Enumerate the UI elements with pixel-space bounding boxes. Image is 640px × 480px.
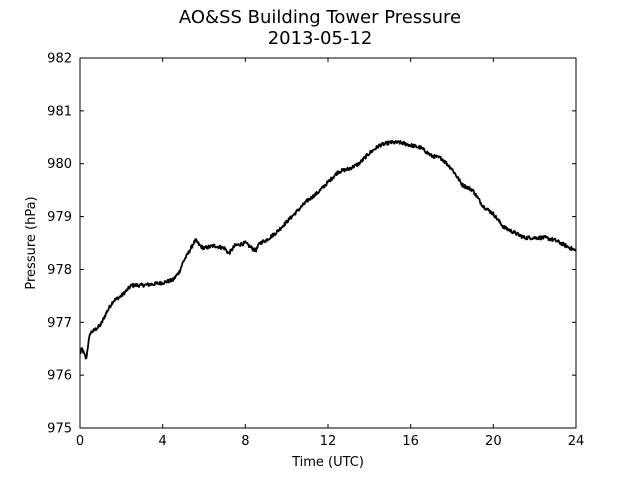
x-tick-label: 16 [402, 434, 419, 449]
x-axis-label: Time (UTC) [291, 455, 364, 470]
x-tick-label: 4 [159, 434, 167, 449]
x-tick-label: 0 [76, 434, 84, 449]
y-tick-label: 982 [47, 52, 72, 67]
y-axis-label: Pressure (hPa) [24, 196, 39, 289]
x-tick-label: 8 [241, 434, 249, 449]
x-tick-label: 12 [320, 434, 337, 449]
y-tick-label: 978 [47, 263, 72, 278]
pressure-series-line [79, 139, 577, 360]
y-tick-label: 979 [47, 210, 72, 225]
y-tick-label: 977 [47, 316, 72, 331]
chart-title: AO&SS Building Tower Pressure [178, 7, 462, 28]
y-tick-label: 975 [47, 422, 72, 437]
y-tick-label: 981 [47, 104, 72, 119]
plot-frame [79, 57, 577, 429]
y-tick-label: 980 [47, 157, 72, 172]
x-tick-label: 24 [568, 434, 585, 449]
x-tick-label: 20 [485, 434, 502, 449]
y-tick-label: 976 [47, 369, 72, 384]
chart-subtitle: 2013-05-12 [267, 28, 373, 49]
